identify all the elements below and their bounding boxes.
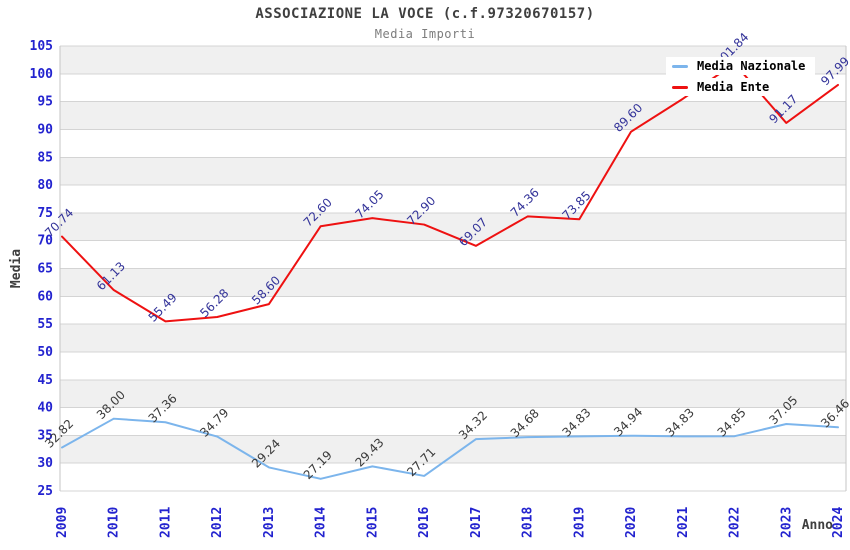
svg-text:2016: 2016: [417, 507, 432, 538]
x-tick-label: 2024: [831, 507, 846, 538]
data-label: 34.94: [611, 405, 645, 439]
y-tick-label: 40: [37, 401, 53, 416]
svg-text:2023: 2023: [779, 507, 794, 538]
x-tick-label: 2019: [572, 507, 587, 538]
svg-text:34.94: 34.94: [611, 405, 645, 439]
y-tick-label: 30: [37, 456, 53, 471]
x-tick-label: 2010: [107, 507, 122, 538]
y-tick-label: 95: [37, 95, 53, 110]
svg-text:34.79: 34.79: [197, 406, 231, 440]
svg-text:2021: 2021: [676, 507, 691, 538]
legend-item-media-nazionale[interactable]: Media Nazionale: [666, 57, 816, 75]
chart-subtitle: Media Importi: [374, 27, 476, 41]
plot-band: [60, 379, 846, 408]
y-tick-label: 75: [37, 206, 53, 221]
series-line-media-nazionale: [61, 417, 839, 480]
svg-text:2013: 2013: [262, 507, 277, 538]
svg-text:2020: 2020: [624, 507, 639, 538]
y-tick-label: 90: [37, 122, 53, 137]
y-tick-label: 70: [37, 234, 53, 249]
x-axis-title: Anno: [802, 518, 833, 533]
svg-text:2022: 2022: [728, 507, 743, 538]
y-tick-label: 45: [37, 373, 53, 388]
plot-band: [60, 324, 846, 352]
plot-band: [60, 157, 846, 186]
y-tick-label: 65: [37, 262, 53, 277]
y-tick-label: 35: [37, 428, 53, 443]
media-ente-line-swatch-icon: [672, 85, 688, 89]
legend-label-media-ente: Media Ente: [697, 80, 770, 94]
svg-text:2017: 2017: [469, 507, 484, 538]
y-tick-label: 25: [37, 484, 53, 499]
svg-text:34.83: 34.83: [663, 405, 697, 439]
x-tick-label: 2020: [624, 507, 639, 538]
legend: Media Nazionale Media Ente: [666, 57, 816, 96]
x-tick-label: 2011: [158, 507, 173, 538]
svg-text:34.83: 34.83: [559, 405, 593, 439]
media-nazionale-line-swatch-icon: [672, 64, 688, 68]
legend-item-media-ente[interactable]: Media Ente: [666, 78, 780, 96]
x-tick-label: 2022: [728, 507, 743, 538]
svg-text:2010: 2010: [107, 507, 122, 538]
svg-text:2024: 2024: [831, 507, 846, 538]
data-label: 34.83: [663, 405, 697, 439]
x-tick-label: 2021: [676, 507, 691, 538]
x-tick-label: 2012: [210, 507, 225, 538]
x-tick-label: 2015: [365, 507, 380, 538]
data-label: 34.79: [197, 406, 231, 440]
x-tick-label: 2023: [779, 507, 794, 538]
x-tick-label: 2013: [262, 507, 277, 538]
x-tick-label: 2014: [314, 507, 329, 538]
svg-text:2009: 2009: [55, 507, 70, 538]
y-tick-label: 80: [37, 178, 53, 193]
x-tick-label: 2016: [417, 507, 432, 538]
plot-band: [60, 101, 846, 130]
x-tick-label: 2018: [521, 507, 536, 538]
y-tick-label: 55: [37, 317, 53, 332]
y-tick-label: 60: [37, 289, 53, 304]
svg-text:2014: 2014: [314, 507, 329, 538]
x-tick-label: 2017: [469, 507, 484, 538]
y-axis-title: Media: [9, 249, 24, 288]
svg-text:2019: 2019: [572, 507, 587, 538]
y-tick-label: 100: [30, 67, 54, 82]
y-tick-label: 50: [37, 345, 53, 360]
chart-title: ASSOCIAZIONE LA VOCE (c.f.97320670157): [255, 6, 595, 22]
y-tick-label: 105: [30, 39, 53, 54]
svg-text:2018: 2018: [521, 507, 536, 538]
x-tick-label: 2009: [55, 507, 70, 538]
legend-label-media-nazionale: Media Nazionale: [697, 59, 806, 73]
svg-text:Media: Media: [9, 249, 24, 288]
svg-text:2011: 2011: [158, 507, 173, 538]
data-label: 34.83: [559, 405, 593, 439]
y-tick-label: 85: [37, 150, 53, 165]
plot-band: [60, 435, 846, 464]
svg-text:2012: 2012: [210, 507, 225, 538]
plot-band: [60, 268, 846, 297]
svg-text:2015: 2015: [365, 507, 380, 538]
